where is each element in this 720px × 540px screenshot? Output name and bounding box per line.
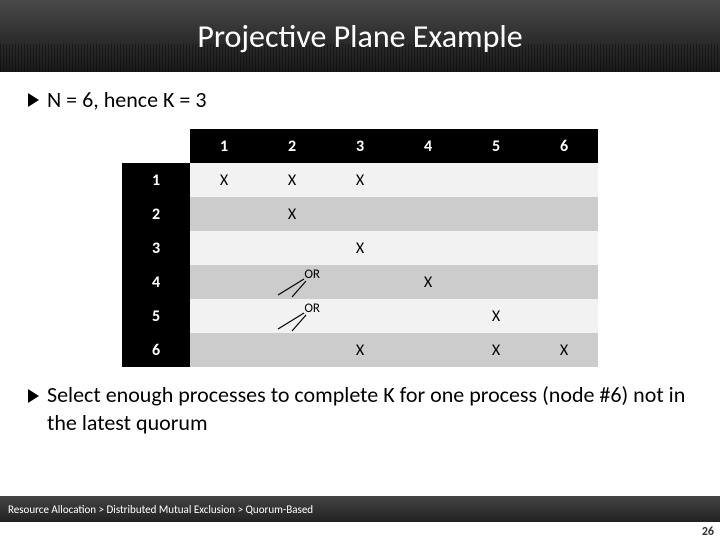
table-cell: X <box>190 163 258 197</box>
table-cell <box>326 299 394 333</box>
col-header: 1 <box>190 129 258 163</box>
table-header-row: 1 2 3 4 5 6 <box>122 129 598 163</box>
breadcrumb-band: Resource Allocation > Distributed Mutual… <box>0 496 720 522</box>
col-header: 2 <box>258 129 326 163</box>
table-cell <box>394 333 462 367</box>
table-cell <box>190 333 258 367</box>
triangle-bullet-icon <box>28 93 39 107</box>
table-cell <box>462 163 530 197</box>
table-cell: X <box>258 163 326 197</box>
table-cell: X <box>326 333 394 367</box>
table-cell <box>190 231 258 265</box>
row-header: 2 <box>122 197 190 231</box>
table-row: 4 OR X <box>122 265 598 299</box>
triangle-bullet-icon <box>28 389 39 403</box>
bullet-2-text: Select enough processes to complete K fo… <box>47 381 692 436</box>
table-row: 3 X <box>122 231 598 265</box>
table-cell <box>530 163 598 197</box>
or-label: OR <box>304 301 320 316</box>
table-cell <box>258 333 326 367</box>
table-cell <box>258 231 326 265</box>
corner-cell <box>122 129 190 163</box>
table-cell <box>394 231 462 265</box>
or-label: OR <box>304 267 320 282</box>
table-cell: X <box>326 163 394 197</box>
bullet-2: Select enough processes to complete K fo… <box>0 381 720 436</box>
table-cell <box>190 197 258 231</box>
quorum-table-wrap: 1 2 3 4 5 6 1 X X X 2 X <box>28 129 692 367</box>
table-cell <box>326 197 394 231</box>
table-cell <box>394 299 462 333</box>
table-cell <box>326 265 394 299</box>
row-header: 3 <box>122 231 190 265</box>
table-cell: X <box>258 197 326 231</box>
slide-title: Projective Plane Example <box>197 17 522 56</box>
table-cell <box>190 299 258 333</box>
col-header: 3 <box>326 129 394 163</box>
table-cell <box>462 197 530 231</box>
table-cell <box>530 231 598 265</box>
table-cell: X <box>394 265 462 299</box>
table-cell <box>530 197 598 231</box>
table-cell <box>394 197 462 231</box>
table-cell <box>394 163 462 197</box>
table-cell-or: OR <box>258 265 326 299</box>
table-cell <box>530 265 598 299</box>
row-header: 6 <box>122 333 190 367</box>
table-row: 5 OR X <box>122 299 598 333</box>
content-area: N = 6, hence K = 3 1 2 3 4 5 6 1 X X X <box>0 72 720 367</box>
col-header: 6 <box>530 129 598 163</box>
table-cell: X <box>462 333 530 367</box>
table-cell: X <box>462 299 530 333</box>
table-cell <box>462 231 530 265</box>
col-header: 5 <box>462 129 530 163</box>
table-cell-or: OR <box>258 299 326 333</box>
table-cell <box>462 265 530 299</box>
bullet-1: N = 6, hence K = 3 <box>28 86 692 113</box>
row-header: 5 <box>122 299 190 333</box>
table-row: 2 X <box>122 197 598 231</box>
table-row: 1 X X X <box>122 163 598 197</box>
title-band: Projective Plane Example <box>0 0 720 72</box>
table-cell <box>530 299 598 333</box>
table-row: 6 X X X <box>122 333 598 367</box>
table-cell: X <box>530 333 598 367</box>
bullet-1-text: N = 6, hence K = 3 <box>47 86 207 113</box>
col-header: 4 <box>394 129 462 163</box>
table-cell: X <box>326 231 394 265</box>
row-header: 1 <box>122 163 190 197</box>
table-cell <box>190 265 258 299</box>
breadcrumb: Resource Allocation > Distributed Mutual… <box>8 503 313 516</box>
quorum-table: 1 2 3 4 5 6 1 X X X 2 X <box>122 129 598 367</box>
page-number: 26 <box>702 525 714 539</box>
row-header: 4 <box>122 265 190 299</box>
